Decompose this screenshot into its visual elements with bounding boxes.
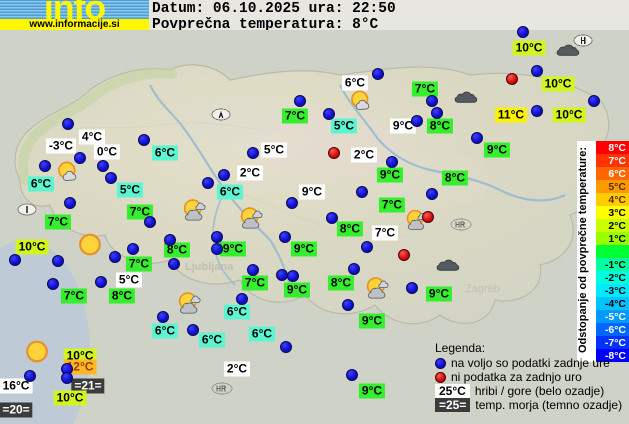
- svg-text:Zagreb: Zagreb: [465, 283, 500, 295]
- svg-text:Ljubljana: Ljubljana: [185, 261, 234, 273]
